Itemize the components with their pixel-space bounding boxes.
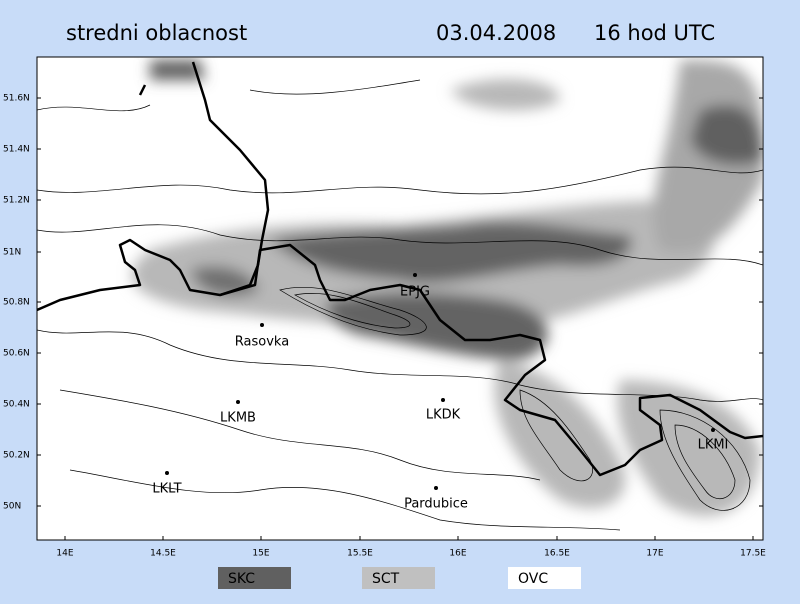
border <box>138 84 147 96</box>
border <box>219 243 763 477</box>
station-label: LKLT <box>152 482 181 497</box>
map-content <box>37 60 763 531</box>
lat-label: 50.4N <box>3 400 30 410</box>
contour <box>37 224 763 266</box>
station-label: LKMI <box>698 438 729 453</box>
lat-label: 50.8N <box>3 298 30 308</box>
lon-label: 16.5E <box>544 549 570 559</box>
lon-label: 14E <box>56 549 73 559</box>
station-label: EPJG <box>400 285 430 300</box>
cloud-skc <box>690 105 763 165</box>
lon-label: 14.5E <box>150 549 176 559</box>
cloud-sct <box>617 380 760 516</box>
station-dot <box>711 428 715 432</box>
contour <box>294 293 411 329</box>
contours <box>37 79 763 531</box>
contour <box>69 469 621 531</box>
station-dot <box>165 471 169 475</box>
contour <box>659 409 751 511</box>
cloud-layer <box>131 60 763 516</box>
station-label: Pardubice <box>404 497 468 512</box>
title: stredni oblacnost <box>66 21 247 45</box>
contour <box>674 424 736 500</box>
contour <box>279 286 427 336</box>
legend-swatch <box>218 567 291 589</box>
time: 16 hod UTC <box>594 21 715 45</box>
lat-label: 50.6N <box>3 349 30 359</box>
station-dot <box>434 486 438 490</box>
legend-swatch <box>508 567 581 589</box>
contour <box>519 389 593 482</box>
border <box>37 61 270 312</box>
legend-label: SKC <box>228 571 255 587</box>
lon-label: 15.5E <box>347 549 373 559</box>
contour <box>37 166 763 195</box>
legend-label: SCT <box>372 571 400 587</box>
station-label: LKMB <box>220 411 256 426</box>
lat-label: 51.2N <box>3 196 30 206</box>
date: 03.04.2008 <box>436 21 556 45</box>
contour <box>37 79 421 112</box>
lat-label: 51.6N <box>3 94 30 104</box>
lon-label: 15E <box>252 549 269 559</box>
lon-label: 17.5E <box>740 549 766 559</box>
cloud-sct <box>450 79 560 111</box>
lon-label: 16E <box>449 549 466 559</box>
contour <box>59 389 541 481</box>
cloud-skc <box>326 292 548 360</box>
lat-label: 50N <box>3 502 21 512</box>
borders <box>37 61 763 477</box>
legend-label: OVC <box>518 571 548 587</box>
station-dot <box>236 400 240 404</box>
station-dot <box>413 273 417 277</box>
lon-label: 17E <box>646 549 663 559</box>
lat-label: 50.2N <box>3 451 30 461</box>
station-label: Rasovka <box>235 335 289 350</box>
cloud-skc <box>150 60 205 80</box>
contour <box>37 329 763 402</box>
station-dot <box>441 398 445 402</box>
station-dot <box>260 323 264 327</box>
lat-label: 51N <box>3 248 21 258</box>
station-label: LKDK <box>426 408 461 423</box>
legend-swatch <box>362 567 435 589</box>
lat-label: 51.4N <box>3 145 30 155</box>
